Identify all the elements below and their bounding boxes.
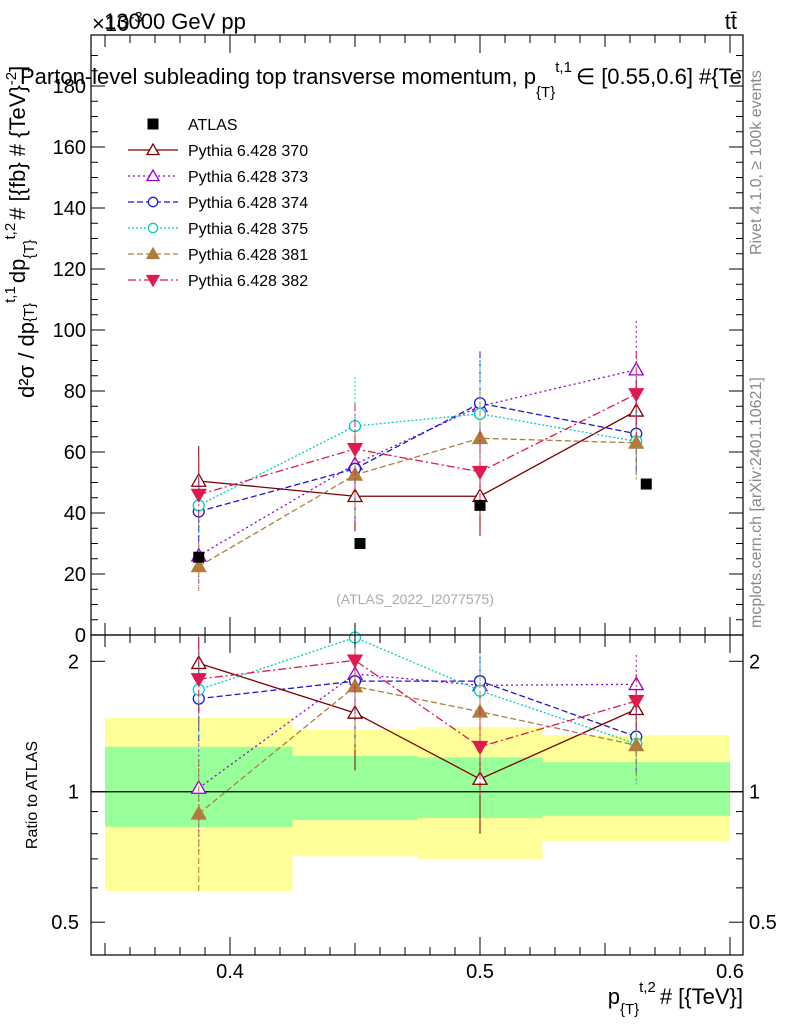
- series-marker: [346, 443, 364, 458]
- ratio-y-tick-label: 0.5: [51, 912, 79, 934]
- series-marker: [628, 675, 645, 691]
- y-axis-label: d²σ / dp{T}t,1dp{T}t,2# [{fb} # {TeV}-2]: [2, 66, 39, 398]
- series-marker: [471, 740, 489, 756]
- series-marker: [147, 196, 159, 208]
- legend-label: Pythia 6.428 370: [188, 143, 308, 160]
- series-1: [190, 320, 645, 587]
- series-marker: [190, 558, 207, 573]
- series-marker: [145, 274, 161, 288]
- legend-label: Pythia 6.428 375: [188, 221, 308, 238]
- legend-entry: Pythia 6.428 373: [128, 168, 308, 186]
- legend-label: Pythia 6.428 381: [188, 247, 308, 264]
- ratio-y-tick-label-right: 2: [749, 651, 760, 673]
- series-marker: [346, 654, 364, 669]
- x-tick-label: 0.4: [216, 961, 244, 983]
- x-axis-label: p{T}t,2 # [{TeV}]: [608, 979, 743, 1018]
- mcplots-label: mcplots.cern.ch [arXiv:2401.10621]: [748, 377, 765, 628]
- series-marker: [471, 465, 489, 481]
- legend-label: Pythia 6.428 373: [188, 169, 308, 186]
- series-line: [198, 393, 637, 496]
- plot-title: Parton-level subleading top transverse m…: [20, 59, 742, 101]
- y-tick-label: 80: [64, 381, 86, 403]
- series-marker: [145, 142, 161, 156]
- series-marker: [628, 695, 645, 710]
- series-marker: [147, 222, 159, 234]
- y-tick-label: 100: [53, 320, 86, 342]
- ratio-y-tick-label-right: 0.5: [749, 912, 777, 934]
- y-tick-label: 120: [53, 259, 86, 281]
- y-tick-label: 180: [53, 76, 86, 98]
- ratio-series-line: [198, 662, 637, 780]
- series-line: [198, 437, 637, 567]
- legend-entry: ATLAS: [147, 117, 238, 134]
- series-marker: [471, 429, 489, 445]
- legend-entry: Pythia 6.428 381: [128, 246, 308, 264]
- y-tick-label: 160: [53, 137, 86, 159]
- legend: ATLAS Pythia 6.428 370 Pythia 6.428 373 Pyt…: [128, 117, 308, 290]
- ratio-series-line: [198, 685, 637, 815]
- series-marker: [145, 168, 161, 182]
- series-5: [190, 351, 645, 529]
- ratio-series-line: [198, 636, 637, 745]
- y-tick-label: 0: [75, 625, 86, 647]
- ratio-series-line: [198, 673, 637, 789]
- ratio-y-tick-label: 1: [68, 782, 79, 804]
- legend-entry: Pythia 6.428 382: [128, 273, 308, 290]
- y-tick-label: 60: [64, 442, 86, 464]
- y-tick-label: 140: [53, 198, 86, 220]
- series-marker: [190, 673, 207, 688]
- series-line: [198, 413, 637, 506]
- data-marker: [354, 538, 366, 549]
- series-marker: [145, 246, 161, 260]
- series-line: [198, 402, 637, 513]
- legend-entry: Pythia 6.428 375: [128, 221, 308, 238]
- ratio-series-line: [198, 680, 637, 738]
- data-marker: [640, 478, 652, 490]
- ratio-y-tick-label: 2: [68, 651, 79, 673]
- exponent-label: ×10-3: [92, 9, 143, 36]
- rivet-label: Rivet 4.1.0, ≥ 100k events: [748, 70, 765, 255]
- series-marker: [190, 805, 207, 820]
- analysis-watermark: (ATLAS_2022_I2077575): [336, 591, 494, 607]
- ratio-y-label: Ratio to ATLAS: [24, 741, 41, 849]
- series-marker: [628, 434, 645, 449]
- legend-entry: Pythia 6.428 374: [128, 195, 308, 212]
- ratio-panel: 0.4 0.5 0.6 0.5 0.5 1 1 2 2: [51, 35, 777, 983]
- data-marker: [193, 551, 205, 563]
- y-tick-label: 20: [64, 564, 86, 586]
- series-line: [198, 410, 637, 497]
- legend-entry: Pythia 6.428 370: [128, 142, 308, 160]
- series-3: [192, 362, 643, 536]
- series-marker: [190, 488, 207, 504]
- series-line: [198, 369, 637, 557]
- series-marker: [628, 736, 645, 752]
- ratio-y-tick-label-right: 1: [749, 782, 760, 804]
- legend-label: Pythia 6.428 382: [188, 273, 308, 290]
- series-marker: [628, 388, 645, 403]
- main-panel: 0 20 40 60 80 100 120 140 160 180: [53, 34, 744, 647]
- ratio-series-5: [190, 636, 645, 798]
- x-tick-label: 0.5: [466, 961, 494, 983]
- energy-label: 13000 GeV pp: [104, 9, 246, 34]
- process-label: tt̄: [725, 9, 737, 34]
- legend-label: Pythia 6.428 374: [188, 195, 308, 212]
- x-tick-label: 0.6: [716, 961, 744, 983]
- y-tick-label: 40: [64, 503, 86, 525]
- series-0: [190, 380, 645, 536]
- data-marker: [147, 118, 159, 130]
- ratio-series-line: [198, 659, 637, 748]
- atlas-data: [193, 478, 652, 563]
- legend-label: ATLAS: [188, 117, 238, 134]
- ratio-frame: [90, 634, 744, 956]
- series-2: [192, 351, 643, 542]
- data-marker: [474, 499, 486, 511]
